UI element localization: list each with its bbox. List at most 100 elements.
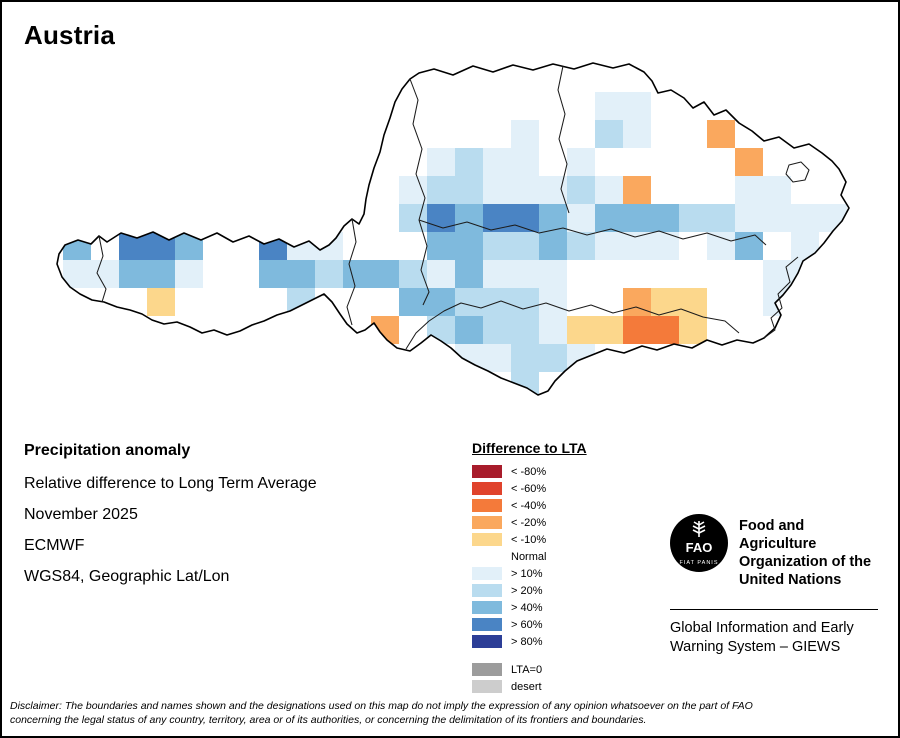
precip-anomaly-cell: [539, 344, 567, 372]
precip-anomaly-cell: [763, 204, 791, 232]
precip-anomaly-cell: [399, 204, 427, 232]
precip-anomaly-cell: [791, 204, 819, 232]
legend-label: > 60%: [511, 618, 543, 631]
precip-anomaly-cell: [399, 176, 427, 204]
precip-anomaly-cell: [427, 232, 455, 260]
legend-row: Normal: [472, 548, 587, 565]
giews-name: Global Information and Early Warning Sys…: [670, 619, 878, 657]
legend-swatch: [472, 663, 502, 676]
precip-anomaly-cell: [511, 260, 539, 288]
precip-anomaly-cell: [511, 204, 539, 232]
precip-anomaly-cell: [595, 204, 623, 232]
precip-anomaly-cell: [567, 148, 595, 176]
precip-anomaly-cell: [427, 148, 455, 176]
map-grid-cells: [63, 92, 847, 395]
precip-anomaly-cell: [567, 316, 595, 344]
info-line-date: November 2025: [24, 506, 138, 523]
legend-label: < -60%: [511, 482, 547, 495]
precip-anomaly-cell: [287, 260, 315, 288]
legend-swatch: [472, 516, 502, 529]
legend-row: > 60%: [472, 616, 587, 633]
austria-precipitation-map: [56, 62, 850, 396]
legend-row: < -10%: [472, 531, 587, 548]
precip-anomaly-cell: [763, 260, 791, 288]
legend-row: LTA=0: [472, 661, 587, 678]
precip-anomaly-cell: [651, 232, 679, 260]
precip-anomaly-cell: [343, 260, 371, 288]
legend: Difference to LTA < -80% < -60% < -40% < -2…: [472, 440, 587, 695]
legend-swatch: [472, 550, 502, 563]
fao-logo-icon: FAO FIAT PANIS: [670, 514, 728, 572]
legend-row: < -80%: [472, 463, 587, 480]
precip-anomaly-cell: [427, 260, 455, 288]
info-heading: Precipitation anomaly: [24, 442, 191, 459]
giews-line: Global Information and Early: [670, 620, 854, 636]
legend-items: < -80% < -60% < -40% < -20% < -10% Normal > 10…: [472, 463, 587, 650]
legend-row: > 40%: [472, 599, 587, 616]
legend-row: < -40%: [472, 497, 587, 514]
precip-anomaly-cell: [623, 92, 651, 120]
precip-anomaly-cell: [259, 260, 287, 288]
legend-swatch: [472, 567, 502, 580]
precip-anomaly-cell: [483, 204, 511, 232]
legend-label: < -20%: [511, 516, 547, 529]
wheat-ear-icon: [692, 521, 706, 537]
legend-label: < -40%: [511, 499, 547, 512]
precip-anomaly-cell: [147, 260, 175, 288]
precip-anomaly-cell: [455, 148, 483, 176]
precip-anomaly-cell: [175, 232, 203, 260]
legend-swatch: [472, 601, 502, 614]
precip-anomaly-cell: [623, 316, 651, 344]
precip-anomaly-cell: [511, 288, 539, 316]
fao-org-name: Food and Agriculture Organization of the…: [739, 514, 878, 589]
precip-anomaly-cell: [455, 232, 483, 260]
precip-anomaly-cell: [511, 148, 539, 176]
legend-swatch: [472, 499, 502, 512]
precip-anomaly-cell: [707, 204, 735, 232]
info-line-projection: WGS84, Geographic Lat/Lon: [24, 568, 230, 585]
precip-anomaly-cell: [287, 288, 315, 316]
fao-logo-motto: FIAT PANIS: [679, 560, 718, 566]
precip-anomaly-cell: [623, 120, 651, 148]
precip-anomaly-cell: [483, 176, 511, 204]
precip-anomaly-cell: [651, 204, 679, 232]
legend-row: > 80%: [472, 633, 587, 650]
precip-anomaly-cell: [707, 120, 735, 148]
precip-anomaly-cell: [539, 260, 567, 288]
precip-anomaly-cell: [567, 344, 595, 372]
precip-anomaly-cell: [679, 288, 707, 316]
legend-label: > 80%: [511, 635, 543, 648]
disclaimer-line: concerning the legal status of any count…: [10, 714, 647, 726]
legend-row: > 10%: [472, 565, 587, 582]
legend-swatch: [472, 680, 502, 693]
precip-anomaly-cell: [427, 288, 455, 316]
legend-label: Normal: [511, 550, 547, 563]
precip-anomaly-cell: [595, 92, 623, 120]
precip-anomaly-cell: [567, 204, 595, 232]
precip-anomaly-cell: [511, 120, 539, 148]
precip-anomaly-cell: [63, 232, 91, 260]
state-boundaries: [96, 65, 810, 350]
precip-anomaly-cell: [651, 316, 679, 344]
info-line-description: Relative difference to Long Term Average: [24, 475, 317, 492]
precip-anomaly-cell: [595, 120, 623, 148]
legend-row: < -20%: [472, 514, 587, 531]
legend-swatch: [472, 618, 502, 631]
precip-anomaly-cell: [623, 176, 651, 204]
map-info-block: Precipitation anomaly Relative differenc…: [24, 442, 317, 599]
legend-label: > 40%: [511, 601, 543, 614]
precip-anomaly-cell: [455, 176, 483, 204]
precip-anomaly-cell: [119, 260, 147, 288]
precip-anomaly-cell: [651, 288, 679, 316]
precip-anomaly-cell: [567, 232, 595, 260]
precip-anomaly-cell: [735, 148, 763, 176]
precip-anomaly-cell: [763, 176, 791, 204]
precip-anomaly-cell: [455, 316, 483, 344]
precip-anomaly-cell: [315, 232, 343, 260]
precip-anomaly-cell: [483, 232, 511, 260]
precip-anomaly-cell: [427, 316, 455, 344]
legend-swatch: [472, 482, 502, 495]
precip-anomaly-cell: [483, 148, 511, 176]
fao-org-line: Organization of the: [739, 554, 872, 570]
legend-label: LTA=0: [511, 663, 543, 676]
